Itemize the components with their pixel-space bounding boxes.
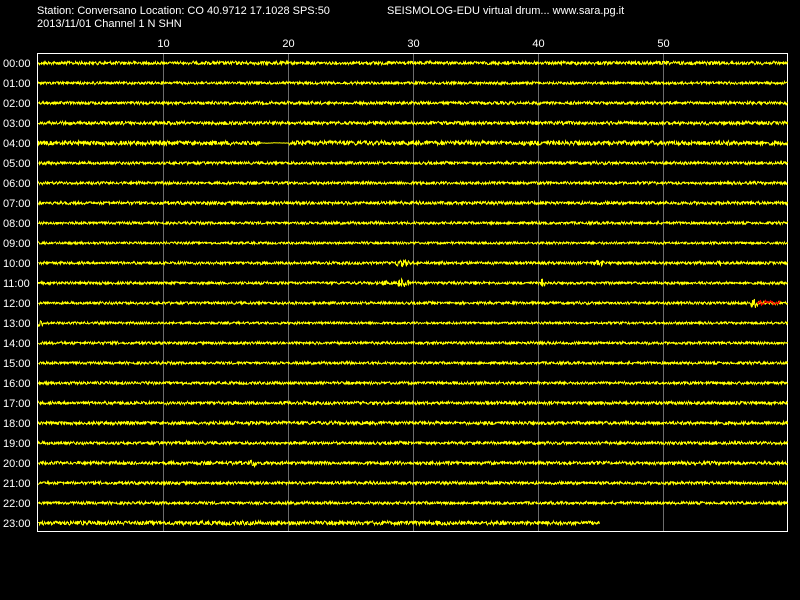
trace-row bbox=[38, 459, 788, 469]
hour-label: 15:00 bbox=[3, 358, 31, 370]
x-tick-label: 40 bbox=[532, 38, 544, 50]
trace-row bbox=[38, 277, 788, 288]
plot-frame bbox=[37, 53, 788, 532]
hour-label: 12:00 bbox=[3, 298, 31, 310]
hour-label: 03:00 bbox=[3, 118, 31, 130]
hour-label: 04:00 bbox=[3, 138, 31, 150]
app-title: SEISMOLOG-EDU virtual drum... www.sara.p… bbox=[387, 5, 624, 17]
trace-row bbox=[38, 359, 788, 367]
station-info: Station: Conversano Location: CO 40.9712… bbox=[37, 5, 330, 17]
hour-label: 11:00 bbox=[3, 278, 30, 290]
trace-row bbox=[38, 179, 788, 187]
trace-row bbox=[38, 298, 788, 308]
event-trace bbox=[756, 299, 781, 307]
traces bbox=[38, 59, 788, 527]
x-tick-label: 50 bbox=[657, 38, 669, 50]
minute-gridlines bbox=[163, 53, 664, 532]
hour-label: 18:00 bbox=[3, 418, 31, 430]
hour-label: 01:00 bbox=[3, 78, 31, 90]
hour-labels: 00:00 01:00 02:00 03:00 04:00 05:00 06:00 07:00… bbox=[3, 58, 31, 530]
date-channel-info: 2013/11/01 Channel 1 N SHN bbox=[37, 18, 182, 30]
hour-label: 10:00 bbox=[3, 258, 31, 270]
hour-label: 07:00 bbox=[3, 198, 31, 210]
hour-label: 20:00 bbox=[3, 458, 31, 470]
trace-row bbox=[38, 79, 788, 87]
hour-label: 00:00 bbox=[3, 58, 31, 70]
trace-row bbox=[38, 99, 788, 107]
trace-row bbox=[38, 379, 788, 387]
trace-row bbox=[38, 519, 600, 527]
x-tick-label: 20 bbox=[282, 38, 294, 50]
minute-tick-labels: 10 20 30 40 50 bbox=[157, 38, 669, 50]
x-tick-label: 10 bbox=[157, 38, 169, 50]
hour-label: 06:00 bbox=[3, 178, 31, 190]
trace-row bbox=[38, 479, 788, 487]
trace-row bbox=[38, 159, 788, 167]
trace-row bbox=[38, 219, 788, 227]
trace-row bbox=[38, 399, 788, 407]
hour-label: 19:00 bbox=[3, 438, 31, 450]
trace-row bbox=[38, 439, 788, 447]
hour-label: 13:00 bbox=[3, 318, 31, 330]
hour-label: 14:00 bbox=[3, 338, 31, 350]
hour-label: 22:00 bbox=[3, 498, 31, 510]
hour-label: 17:00 bbox=[3, 398, 31, 410]
trace-row bbox=[38, 199, 788, 207]
trace-row bbox=[38, 258, 788, 268]
trace-row bbox=[38, 339, 788, 347]
hour-label: 08:00 bbox=[3, 218, 31, 230]
hour-label: 23:00 bbox=[3, 518, 31, 530]
trace-row bbox=[38, 59, 788, 67]
trace-row bbox=[38, 138, 788, 147]
trace-row bbox=[38, 419, 788, 427]
trace-row bbox=[38, 320, 788, 327]
trace-row bbox=[38, 240, 788, 246]
hour-label: 05:00 bbox=[3, 158, 31, 170]
hour-label: 21:00 bbox=[3, 478, 31, 490]
trace-row bbox=[38, 499, 788, 507]
trace-row bbox=[38, 119, 788, 127]
hour-label: 02:00 bbox=[3, 98, 31, 110]
hour-label: 09:00 bbox=[3, 238, 31, 250]
hour-label: 16:00 bbox=[3, 378, 31, 390]
x-tick-label: 30 bbox=[407, 38, 419, 50]
